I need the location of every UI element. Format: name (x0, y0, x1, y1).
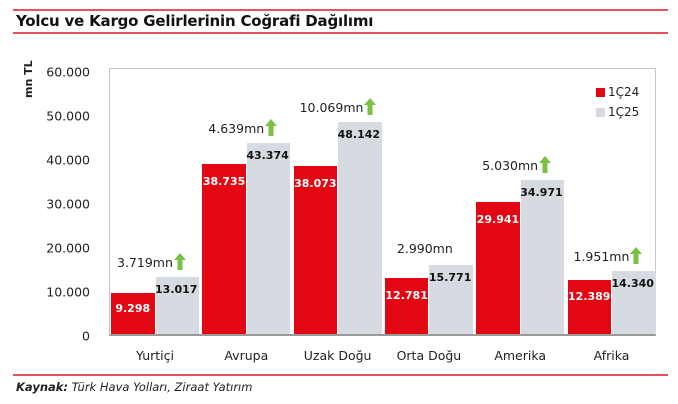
bar-value-1C24: 12.781 (385, 288, 428, 302)
bar-1C24 (384, 277, 429, 334)
y-axis-label: mn TL (22, 60, 35, 98)
chart-title: Yolcu ve Kargo Gelirlerinin Coğrafi Dağı… (16, 12, 374, 30)
y-tick-label: 0 (82, 328, 90, 344)
legend-label: 1Ç25 (608, 105, 640, 119)
x-category-label: Amerika (494, 348, 547, 363)
delta-text: 1.951mn (573, 248, 630, 264)
bar-1C25 (338, 122, 382, 334)
bar-1C24 (111, 293, 155, 334)
legend: 1Ç24 1Ç25 (596, 82, 639, 122)
x-category-label: Afrika (593, 348, 630, 363)
up-arrow-icon (630, 246, 643, 264)
source-note: Kaynak: Türk Hava Yolları, Ziraat Yatırı… (16, 380, 252, 394)
bar-1C25 (246, 143, 291, 334)
legend-item-1C24: 1Ç24 (596, 82, 639, 102)
bar-value-1C25: 13.017 (155, 282, 198, 296)
delta-annotation: 4.639mn (208, 119, 278, 137)
bar-value-1C25: 34.971 (520, 186, 563, 200)
bar-1C25 (520, 180, 565, 334)
legend-swatch-red (596, 87, 605, 97)
source-text: Türk Hava Yolları, Ziraat Yatırım (71, 380, 253, 394)
delta-text: 3.719mn (117, 254, 173, 270)
y-tick-label: 30.000 (46, 196, 90, 212)
legend-swatch-gray (596, 107, 605, 117)
bar-1C24 (476, 202, 520, 334)
x-category-label: Uzak Doğu (303, 348, 372, 363)
up-arrow-icon (173, 252, 186, 270)
y-tick-label: 60.000 (46, 64, 90, 80)
x-category-label: Orta Doğu (396, 348, 462, 363)
delta-text: 5.030mn (482, 158, 539, 174)
legend-item-1C25: 1Ç25 (596, 102, 639, 122)
up-arrow-icon (539, 156, 552, 174)
delta-annotation: 5.030mn (482, 156, 552, 174)
bar-value-1C24: 29.941 (476, 213, 520, 227)
bar-value-1C25: 14.340 (611, 276, 654, 290)
bar-1C25 (155, 276, 199, 334)
delta-text: 4.639mn (208, 121, 265, 137)
delta-text: 10.069mn (299, 100, 364, 116)
bar-value-1C24: 12.389 (568, 290, 611, 304)
y-tick-label: 40.000 (46, 152, 90, 168)
top-rule (13, 9, 668, 11)
delta-annotation: 10.069mn (299, 98, 377, 116)
delta-annotation: 1.951mn (573, 246, 643, 264)
plot-area (109, 68, 656, 336)
y-tick-label: 20.000 (46, 240, 90, 256)
x-category-label: Yurtiçi (136, 348, 174, 363)
delta-text: 2.990mn (396, 240, 453, 256)
legend-label: 1Ç24 (608, 85, 640, 99)
footer-rule (13, 374, 668, 376)
title-rule (13, 32, 668, 34)
y-tick-label: 50.000 (46, 108, 90, 124)
bar-value-1C25: 15.771 (428, 270, 472, 284)
source-label: Kaynak: (16, 380, 69, 394)
y-tick-label: 10.000 (46, 284, 90, 300)
bar-value-1C25: 43.374 (246, 149, 289, 163)
bar-1C24 (202, 163, 246, 334)
bar-1C24 (567, 279, 611, 334)
delta-annotation: 2.990mn (397, 241, 453, 256)
up-arrow-icon (364, 98, 377, 116)
up-arrow-icon (265, 119, 278, 137)
bar-1C24 (293, 166, 338, 334)
bar-value-1C25: 48.142 (337, 128, 381, 142)
bar-value-1C24: 38.073 (294, 177, 337, 191)
delta-annotation: 3.719mn (117, 252, 186, 270)
x-category-label: Avrupa (224, 348, 269, 363)
bar-value-1C24: 38.735 (202, 174, 246, 188)
bar-value-1C24: 9.298 (115, 302, 151, 316)
bar-1C25 (429, 264, 473, 334)
bar-1C25 (612, 270, 656, 334)
